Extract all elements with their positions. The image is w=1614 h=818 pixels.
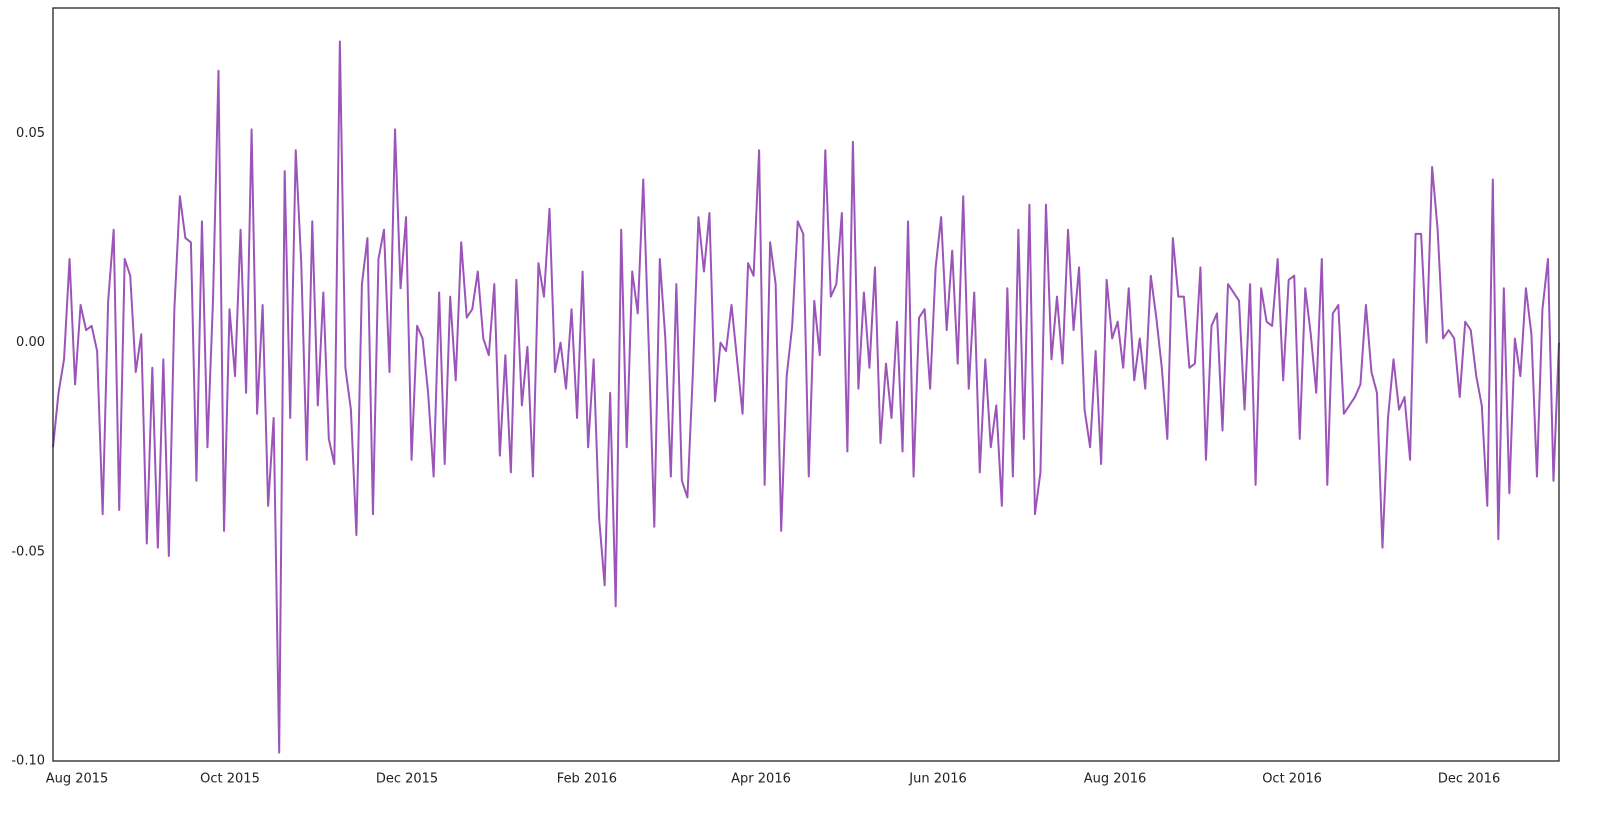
data-line	[52, 40, 1560, 754]
plot-frame	[52, 7, 1560, 762]
x-tick-label: Feb 2016	[557, 772, 617, 787]
x-tick-label: Dec 2016	[1438, 772, 1500, 787]
x-tick-label: Oct 2015	[200, 772, 260, 787]
y-tick-label: 0.05	[16, 126, 45, 141]
y-tick-label: -0.10	[11, 754, 45, 769]
x-tick-label: Apr 2016	[731, 772, 791, 787]
x-tick-label: Jun 2016	[908, 772, 967, 787]
x-tick-label: Dec 2015	[376, 772, 438, 787]
y-tick-label: 0.00	[16, 335, 45, 350]
x-tick-label: Aug 2016	[1084, 772, 1147, 787]
x-tick-label: Aug 2015	[46, 772, 109, 787]
x-tick-label: Oct 2016	[1262, 772, 1322, 787]
y-tick-label: -0.05	[11, 544, 45, 559]
